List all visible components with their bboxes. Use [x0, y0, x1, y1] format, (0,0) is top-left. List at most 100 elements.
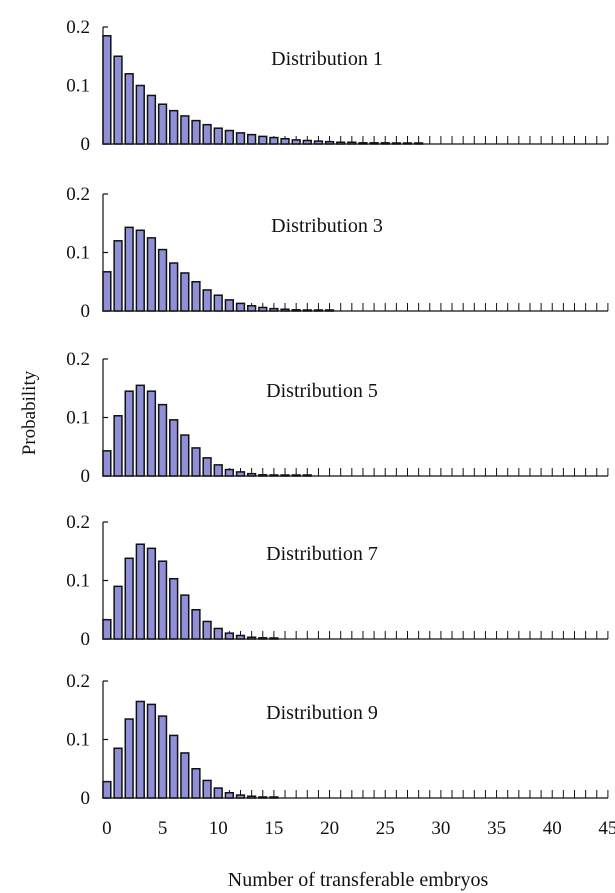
- panels: 0 0.1 0.2 Distribution 1 0 0.1 0.2 Distribution…: [66, 17, 615, 839]
- bar: [269, 796, 279, 799]
- bar: [224, 791, 235, 799]
- bar: [135, 229, 145, 312]
- bar: [347, 141, 357, 145]
- bar: [113, 747, 123, 799]
- bar: [258, 796, 268, 799]
- bar: [146, 547, 157, 640]
- bar: [302, 139, 312, 145]
- panel-1: 0 0.1 0.2 Distribution 1: [66, 17, 609, 155]
- y-tick-label: 0.2: [66, 671, 90, 692]
- bar: [324, 309, 335, 312]
- bar: [102, 450, 112, 477]
- y-tick-label: 0: [81, 466, 91, 487]
- bar: [258, 306, 268, 312]
- bar: [280, 137, 290, 145]
- bar: [180, 434, 190, 477]
- bar: [202, 779, 212, 799]
- y-tick-label: 0.1: [66, 408, 90, 429]
- bar: [369, 142, 379, 145]
- panel-5: 0 0.1 0.2 Distribution 9: [66, 671, 609, 809]
- x-axis-title: Number of transferable embryos: [228, 869, 489, 891]
- bar: [180, 594, 190, 640]
- bar: [169, 577, 179, 640]
- bar: [291, 474, 301, 477]
- bar: [180, 752, 190, 799]
- bar: [157, 103, 168, 145]
- bar: [191, 119, 201, 145]
- bar: [213, 294, 223, 312]
- bar: [235, 794, 246, 799]
- y-tick-label: 0.2: [66, 512, 90, 533]
- bar: [202, 620, 212, 640]
- y-tick-label: 0.2: [66, 349, 90, 370]
- bar: [191, 609, 201, 640]
- bar: [313, 309, 324, 312]
- bar: [135, 84, 145, 145]
- bar: [191, 281, 201, 312]
- bar: [180, 272, 190, 312]
- y-tick-label: 0.1: [66, 76, 90, 97]
- x-tick-label: 30: [431, 818, 450, 839]
- x-tick-labels: 0 5 10 15 20 25 30 35 40 45: [102, 818, 615, 839]
- panel-4: 0 0.1 0.2 Distribution 7: [66, 512, 609, 650]
- x-tick-label: 25: [376, 818, 395, 839]
- bar: [269, 637, 279, 640]
- bar: [146, 390, 157, 477]
- bar: [336, 141, 346, 145]
- y-tick-label: 0: [81, 134, 91, 155]
- bar: [157, 403, 168, 477]
- y-tick-label: 0.1: [66, 730, 90, 751]
- y-tick-label: 0.2: [66, 17, 90, 38]
- bar: [157, 715, 168, 799]
- bar: [235, 634, 246, 640]
- y-axis-title: Probability: [19, 370, 40, 455]
- bar: [269, 474, 279, 477]
- x-tick-label: 15: [264, 818, 283, 839]
- bar: [224, 632, 235, 640]
- bar: [169, 109, 179, 145]
- bar: [102, 35, 112, 145]
- panel-title: Distribution 7: [266, 543, 378, 565]
- bar: [213, 627, 223, 640]
- bar: [235, 132, 246, 145]
- bar: [202, 457, 212, 477]
- bar: [202, 289, 212, 312]
- bar: [258, 474, 268, 477]
- bar: [213, 464, 223, 477]
- panel-title: Distribution 3: [271, 215, 383, 237]
- bar: [124, 73, 134, 145]
- bar: [269, 136, 279, 145]
- x-tick-label: 20: [320, 818, 339, 839]
- bar: [157, 248, 168, 312]
- y-tick-label: 0.1: [66, 571, 90, 592]
- y-tick-label: 0: [81, 301, 91, 322]
- bar: [169, 262, 179, 312]
- bar: [180, 115, 190, 145]
- bar: [313, 140, 324, 145]
- bar: [235, 471, 246, 477]
- x-tick-label: 5: [158, 818, 168, 839]
- bar: [135, 700, 145, 799]
- panel-2: 0 0.1 0.2 Distribution 3: [66, 184, 609, 322]
- bar: [224, 468, 235, 477]
- x-tick-label: 35: [487, 818, 506, 839]
- bar: [169, 419, 179, 477]
- bar: [246, 636, 257, 640]
- bar: [113, 585, 123, 640]
- bar: [246, 795, 257, 799]
- y-tick-label: 0: [81, 629, 91, 650]
- bar: [202, 123, 212, 145]
- bar: [224, 129, 235, 145]
- panel-title: Distribution 1: [271, 48, 383, 70]
- bar: [302, 474, 312, 477]
- bar: [224, 299, 235, 312]
- bar: [213, 127, 223, 145]
- bar: [124, 557, 134, 640]
- bar: [358, 142, 368, 145]
- bar: [213, 787, 223, 799]
- bar: [402, 142, 413, 145]
- panel-title: Distribution 5: [266, 380, 378, 402]
- x-tick-label: 10: [209, 818, 228, 839]
- bar: [124, 718, 134, 799]
- bar: [258, 135, 268, 145]
